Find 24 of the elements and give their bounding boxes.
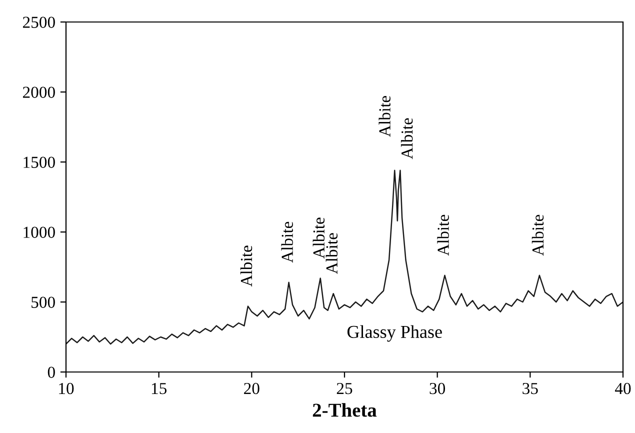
annotation: Albite [312,218,325,259]
y-tick-label: 0 [48,366,55,378]
x-tick-label: 10 [59,382,74,394]
y-tick-label: 2500 [22,16,55,28]
y-tick-label: 1500 [24,156,55,168]
x-tick-label: 15 [152,382,167,394]
annotation: Albite [240,246,252,287]
y-tick-label: 1000 [24,226,55,238]
annotation: Albite [326,233,338,274]
annotation: Albite [378,96,390,137]
line-series [66,170,623,345]
annotation: Albite [437,214,449,256]
x-tick-label: 20 [244,382,260,394]
y-tick-label: 2000 [22,86,55,98]
annotation: Albite [400,118,413,160]
annotation: Albite [532,214,544,256]
x-tick-label: 30 [430,382,446,394]
x-tick-label: 25 [336,382,352,394]
x-tick-label: 40 [614,382,631,394]
annotation: Glassy Phase [347,325,442,342]
x-axis-title: 2-Theta [312,403,377,417]
annotation: Albite [281,222,293,263]
x-tick-label: 35 [522,382,538,394]
y-tick-label: 500 [32,296,55,308]
